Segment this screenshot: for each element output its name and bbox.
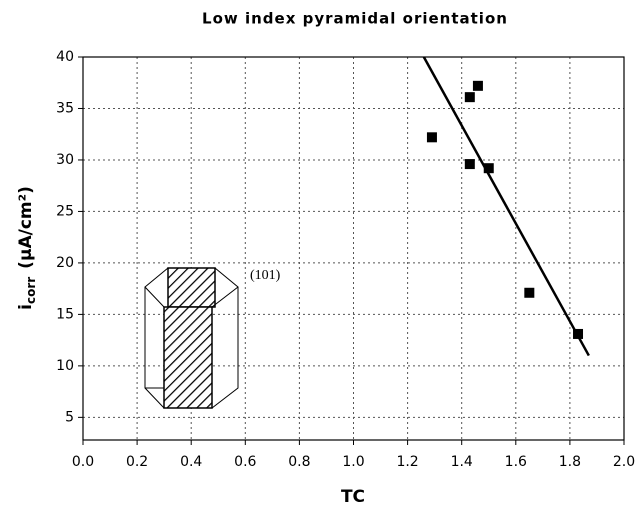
- plot-frame: [82, 56, 625, 441]
- y-tick-label: 25: [56, 203, 74, 219]
- x-tick-label: 2.0: [613, 454, 635, 470]
- x-axis-label: TC: [341, 487, 365, 507]
- y-tick-label: 30: [56, 152, 74, 168]
- data-point: [464, 92, 475, 103]
- x-tick-label: 0.4: [180, 454, 202, 470]
- data-point: [464, 159, 475, 170]
- x-tick-label: 0.8: [288, 454, 310, 470]
- y-tick-label: 10: [56, 358, 74, 374]
- y-tick-label: 40: [56, 49, 74, 65]
- y-axis-label: icorr (µA/cm²): [16, 186, 38, 310]
- x-tick-label: 0.0: [72, 454, 94, 470]
- y-label-main: i: [16, 304, 36, 310]
- data-point: [524, 287, 535, 298]
- x-tick-label: 1.8: [559, 454, 581, 470]
- x-tick-label: 1.4: [451, 454, 473, 470]
- data-point: [472, 80, 483, 91]
- data-point: [426, 132, 437, 143]
- annotation: (101): [250, 268, 281, 283]
- crystal-inset: [144, 267, 239, 409]
- data-point: [483, 163, 494, 174]
- fit-line: [422, 56, 590, 357]
- x-tick-label: 0.6: [234, 454, 256, 470]
- x-tick-label: 1.2: [396, 454, 418, 470]
- y-label-unit: (µA/cm²): [16, 186, 36, 269]
- x-tick-label: 1.6: [505, 454, 527, 470]
- y-tick-label: 20: [56, 255, 74, 271]
- y-tick-label: 5: [65, 409, 74, 425]
- y-label-sub: corr: [24, 277, 38, 304]
- y-tick-label: 15: [56, 306, 74, 322]
- x-tick-label: 1.0: [342, 454, 364, 470]
- chart-title: Low index pyramidal orientation: [202, 10, 508, 28]
- x-tick-label: 0.2: [126, 454, 148, 470]
- y-tick-label: 35: [56, 100, 74, 116]
- data-point: [573, 328, 584, 339]
